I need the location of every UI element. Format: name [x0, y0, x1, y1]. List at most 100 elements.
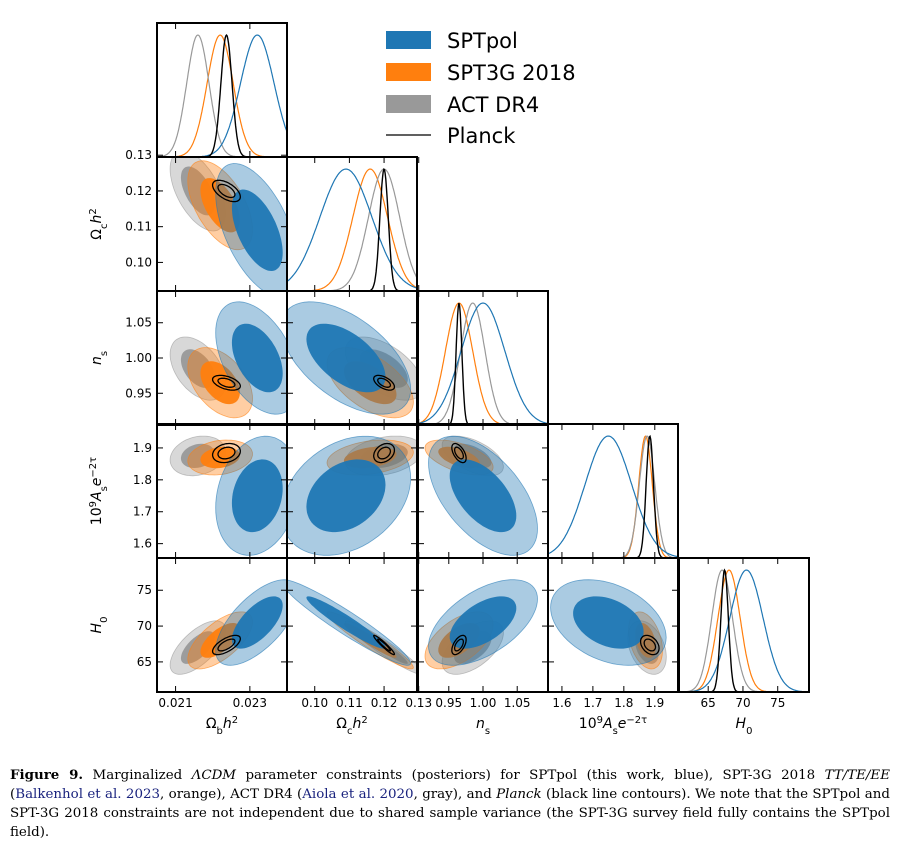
panel-1d-omb — [157, 34, 287, 157]
x-axis-label-omb: Ωbh2 — [206, 715, 238, 737]
panel-ns-vs-omb — [169, 301, 287, 419]
contour-planck-68 — [643, 638, 657, 652]
contour-sptpol-68 — [306, 323, 386, 393]
legend-swatch-spt3g — [386, 63, 431, 81]
x-tick-label: 0.11 — [336, 696, 363, 710]
contour-planck-95 — [211, 179, 241, 203]
panel-as-vs-omb — [169, 435, 287, 556]
caption-text-6: (black line contours). We note that the … — [10, 787, 890, 840]
pdf-planck — [418, 302, 548, 425]
x-tick-label: 65 — [701, 696, 716, 710]
y-axis-label-ns: ns — [89, 351, 110, 365]
x-tick-label: 0.021 — [158, 696, 192, 710]
pdf-act — [157, 34, 287, 157]
y-tick-label: 1.05 — [125, 316, 152, 330]
panel-as-vs-ns — [424, 435, 538, 556]
panel-h0-vs-ns — [424, 579, 538, 675]
panel-omc-vs-omb — [169, 157, 287, 291]
x-tick-label: 75 — [770, 696, 785, 710]
contour-planck-95 — [451, 634, 467, 656]
legend-swatch-act — [386, 95, 431, 113]
panel-1d-h0 — [679, 568, 809, 692]
y-axis-label-h0: H0 — [89, 617, 110, 634]
legend: SPTpol SPT3G 2018 ACT DR4 Planck — [386, 29, 576, 148]
contour-planck-95 — [211, 374, 241, 391]
y-tick-label: 65 — [137, 655, 152, 669]
contour-planck-68 — [217, 377, 236, 388]
panel-ns-vs-omc — [287, 301, 417, 419]
x-tick-label: 0.13 — [405, 696, 432, 710]
panel-1d-as — [548, 434, 678, 558]
x-axis-label-h0: H0 — [736, 716, 753, 737]
x-tick-label: 1.9 — [645, 696, 664, 710]
pdf-sptpol — [418, 302, 548, 425]
caption-text-5: , gray), and — [413, 787, 497, 802]
y-tick-label: 0.13 — [125, 148, 152, 162]
panel-h0-vs-as — [550, 579, 667, 675]
contour-sptpol-68 — [231, 459, 283, 533]
contour-planck-68 — [377, 446, 392, 460]
caption-text-2: parameter constraints (posteriors) for S… — [236, 768, 825, 783]
x-axis-label-ns: ns — [476, 716, 490, 737]
y-tick-label: 1.8 — [133, 473, 152, 487]
panel-h0-vs-omc — [287, 579, 417, 674]
panel-1d-omc — [287, 167, 417, 291]
legend-label-planck: Planck — [447, 124, 516, 148]
figure-caption: Figure 9. Marginalized ΛCDM parameter co… — [10, 766, 890, 842]
x-tick-label: 1.05 — [504, 696, 531, 710]
contour-sptpol-68 — [306, 459, 386, 533]
contour-planck-95 — [451, 442, 467, 464]
contour-sptpol-68 — [231, 596, 283, 649]
contour-planck-68 — [217, 446, 236, 460]
contour-spt3g-68 — [200, 178, 240, 233]
contour-layer — [157, 34, 809, 692]
x-tick-label: 0.10 — [301, 696, 328, 710]
x-tick-label: 0.95 — [435, 696, 462, 710]
x-tick-label: 0.023 — [233, 696, 267, 710]
contour-planck-95 — [639, 634, 660, 656]
pdf-planck — [287, 167, 417, 291]
y-tick-label: 70 — [137, 619, 152, 633]
caption-citation-balkenhol[interactable]: Balkenhol et al. 2023 — [15, 787, 161, 802]
pdf-spt3g — [548, 435, 678, 558]
contour-sptpol-68 — [449, 596, 517, 649]
pdf-sptpol — [548, 435, 678, 558]
y-tick-label: 0.11 — [125, 220, 152, 234]
contour-planck-68 — [217, 183, 236, 199]
x-axis-label-omc: Ωch2 — [336, 715, 367, 737]
contour-spt3g-68 — [200, 361, 240, 405]
x-tick-label: 1.00 — [470, 696, 497, 710]
contour-spt3g-68 — [200, 623, 240, 658]
panel-1d-ns — [418, 302, 548, 425]
caption-spectra: TT/TE/EE — [824, 768, 890, 783]
contour-sptpol-68 — [306, 596, 386, 649]
contour-sptpol-68 — [449, 459, 517, 533]
contour-sptpol-68 — [573, 596, 644, 649]
pdf-planck — [548, 434, 678, 558]
pdf-spt3g — [287, 168, 417, 291]
y-axis-label-as: 109Ase−2τ — [88, 457, 110, 525]
panel-frame — [678, 557, 810, 693]
y-tick-label: 0.95 — [125, 386, 152, 400]
pdf-planck — [679, 568, 809, 692]
pdf-sptpol — [679, 569, 809, 692]
x-tick-label: 1.8 — [614, 696, 633, 710]
contour-planck-95 — [373, 374, 396, 391]
pdf-sptpol — [287, 168, 417, 289]
panel-h0-vs-omb — [169, 579, 287, 675]
panel-as-vs-omc — [287, 435, 417, 556]
contour-planck-68 — [376, 638, 392, 652]
panel-frame — [286, 156, 418, 292]
y-tick-label: 1.9 — [133, 441, 152, 455]
contour-planck-68 — [453, 446, 465, 460]
pdf-act — [548, 435, 678, 558]
x-tick-label: 1.7 — [583, 696, 602, 710]
y-tick-label: 1.6 — [133, 537, 152, 551]
contour-planck-68 — [453, 638, 465, 652]
contour-planck-95 — [211, 634, 241, 656]
caption-citation-aiola[interactable]: Aiola et al. 2020 — [302, 787, 414, 802]
pdf-spt3g — [418, 302, 548, 425]
pdf-spt3g — [679, 569, 809, 692]
legend-label-act: ACT DR4 — [447, 93, 539, 117]
contour-sptpol-68 — [231, 189, 283, 271]
